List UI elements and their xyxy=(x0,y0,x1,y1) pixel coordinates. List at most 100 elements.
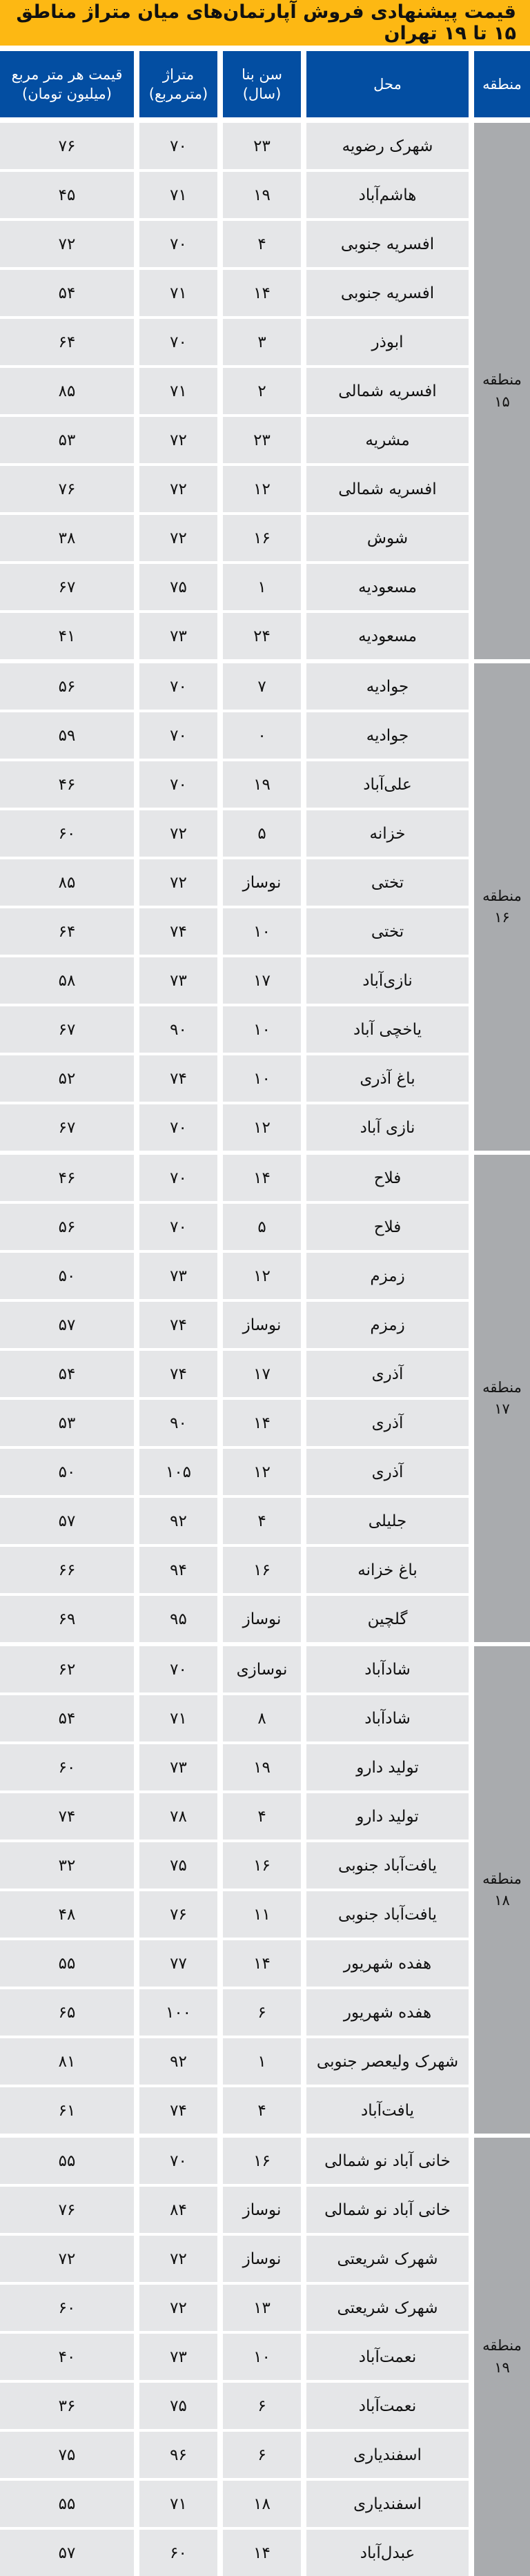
region-number: ۱۷ xyxy=(494,1401,510,1417)
location-cell: آذری xyxy=(306,1449,469,1495)
area-cell: ۹۶ xyxy=(139,2432,217,2478)
age-cell: ۱۴ xyxy=(223,1155,301,1201)
price-cell: ۵۷ xyxy=(0,1498,134,1544)
area-cell: ۹۰ xyxy=(139,1400,217,1446)
price-cell: ۷۶ xyxy=(0,123,134,169)
location-cell: مشریه xyxy=(306,417,469,463)
location-cell: خانی آباد نو شمالی xyxy=(306,2187,469,2233)
location-cell: یافت‌آباد xyxy=(306,2087,469,2134)
price-cell: ۵۵ xyxy=(0,2138,134,2184)
age-cell: ۴ xyxy=(223,221,301,267)
location-cell: یافت‌آباد جنوبی xyxy=(306,1842,469,1889)
area-cell: ۷۲ xyxy=(139,515,217,561)
location-cell: افسریه شمالی xyxy=(306,368,469,414)
location-cell: هفده شهریور xyxy=(306,1989,469,2036)
area-cell: ۷۱ xyxy=(139,368,217,414)
age-cell: نوساز xyxy=(223,2236,301,2282)
location-cell: تولید دارو xyxy=(306,1793,469,1840)
location-cell: علی‌آباد xyxy=(306,761,469,808)
location-cell: یاخچی آباد xyxy=(306,1006,469,1053)
price-cell: ۵۵ xyxy=(0,1940,134,1987)
age-cell: ۱۲ xyxy=(223,1253,301,1299)
age-cell: نوساز xyxy=(223,1302,301,1348)
age-cell: ۱۴ xyxy=(223,1940,301,1987)
location-cell: زمزم xyxy=(306,1302,469,1348)
header-price-unit: (میلیون تومان) xyxy=(22,86,112,102)
area-cell: ۷۲ xyxy=(139,417,217,463)
location-cell: شادآباد xyxy=(306,1695,469,1741)
age-cell: نوسازی xyxy=(223,1646,301,1692)
location-cell: شوش xyxy=(306,515,469,561)
header-price-label: قیمت هر متر مربع xyxy=(11,66,123,83)
age-cell: ۱۰ xyxy=(223,1006,301,1053)
price-cell: ۶۱ xyxy=(0,2087,134,2134)
price-cell: ۵۵ xyxy=(0,2481,134,2527)
location-cell: اسفندیاری xyxy=(306,2432,469,2478)
area-cell: ۷۳ xyxy=(139,957,217,1004)
price-cell: ۵۴ xyxy=(0,270,134,316)
price-cell: ۶۷ xyxy=(0,564,134,610)
age-cell: ۱۶ xyxy=(223,2138,301,2184)
location-cell: جوادیه xyxy=(306,712,469,759)
price-cell: ۶۰ xyxy=(0,2285,134,2331)
price-cell: ۸۵ xyxy=(0,859,134,906)
age-cell: ۴ xyxy=(223,2087,301,2134)
location-cell: خانی آباد نو شمالی xyxy=(306,2138,469,2184)
area-cell: ۷۲ xyxy=(139,2285,217,2331)
header-location-label: محل xyxy=(373,75,402,92)
area-cell: ۱۰۵ xyxy=(139,1449,217,1495)
area-cell: ۷۰ xyxy=(139,123,217,169)
age-cell: ۶ xyxy=(223,2432,301,2478)
age-cell: ۱۲ xyxy=(223,1449,301,1495)
area-cell: ۷۲ xyxy=(139,2236,217,2282)
price-cell: ۸۵ xyxy=(0,368,134,414)
area-cell: ۹۴ xyxy=(139,1547,217,1593)
location-cell: فلاح xyxy=(306,1204,469,1250)
area-cell: ۱۰۰ xyxy=(139,1989,217,2036)
price-cell: ۵۳ xyxy=(0,417,134,463)
age-cell: ۱۲ xyxy=(223,1104,301,1151)
area-cell: ۷۸ xyxy=(139,1793,217,1840)
area-cell: ۷۵ xyxy=(139,1842,217,1889)
age-cell: ۲۴ xyxy=(223,613,301,659)
location-cell: شهرک ولیعصر جنوبی xyxy=(306,2038,469,2085)
area-cell: ۷۲ xyxy=(139,859,217,906)
header-location: محل xyxy=(306,51,469,117)
region-label: منطقه xyxy=(482,1870,522,1887)
area-cell: ۷۴ xyxy=(139,1351,217,1397)
location-cell: آذری xyxy=(306,1351,469,1397)
age-cell: ۵ xyxy=(223,1204,301,1250)
area-cell: ۷۴ xyxy=(139,1302,217,1348)
age-cell: ۱۶ xyxy=(223,1547,301,1593)
price-cell: ۵۳ xyxy=(0,1400,134,1446)
location-cell: نعمت‌آباد xyxy=(306,2334,469,2380)
price-cell: ۳۲ xyxy=(0,1842,134,1889)
age-cell: ۳ xyxy=(223,319,301,365)
area-cell: ۷۰ xyxy=(139,761,217,808)
age-cell: ۱۰ xyxy=(223,1055,301,1102)
header-region: منطقه xyxy=(474,51,530,117)
age-cell: ۲۳ xyxy=(223,417,301,463)
price-cell: ۷۲ xyxy=(0,2236,134,2282)
header-age: سن بنا (سال) xyxy=(223,51,301,117)
price-cell: ۵۶ xyxy=(0,1204,134,1250)
age-cell: ۱۴ xyxy=(223,1400,301,1446)
price-cell: ۴۵ xyxy=(0,172,134,218)
region-cell: منطقه ۱۶ xyxy=(474,663,530,1151)
header-region-label: منطقه xyxy=(482,75,522,92)
price-cell: ۷۶ xyxy=(0,2187,134,2233)
area-cell: ۷۱ xyxy=(139,1695,217,1741)
age-cell: ۱۴ xyxy=(223,270,301,316)
age-cell: ۱۳ xyxy=(223,2285,301,2331)
area-cell: ۷۰ xyxy=(139,1104,217,1151)
location-cell: جوادیه xyxy=(306,663,469,710)
location-cell: فلاح xyxy=(306,1155,469,1201)
area-cell: ۷۵ xyxy=(139,2383,217,2429)
area-cell: ۷۳ xyxy=(139,2334,217,2380)
price-cell: ۶۰ xyxy=(0,1744,134,1790)
price-cell: ۸۱ xyxy=(0,2038,134,2085)
area-cell: ۷۱ xyxy=(139,172,217,218)
area-cell: ۷۲ xyxy=(139,466,217,512)
title-bar: قیمت پیشنهادی فروش آپارتمان‌های میان متر… xyxy=(0,0,530,46)
location-cell: یافت‌آباد جنوبی xyxy=(306,1891,469,1938)
